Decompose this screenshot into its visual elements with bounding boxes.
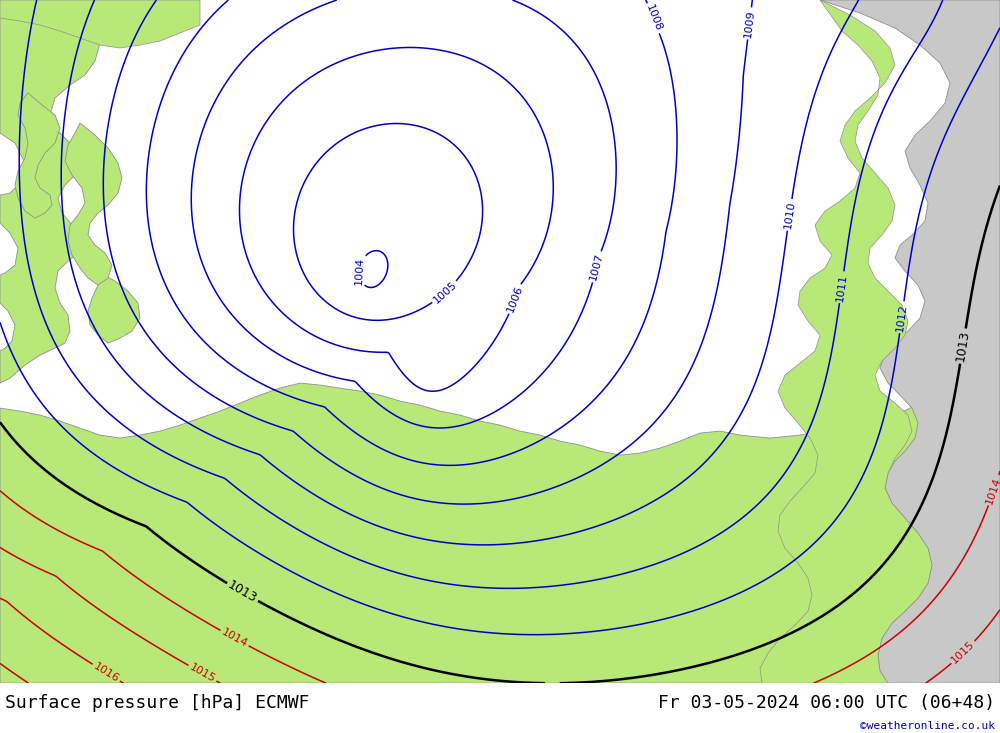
Text: 1010: 1010 — [783, 200, 797, 229]
Text: 1004: 1004 — [354, 256, 365, 284]
Text: 1015: 1015 — [188, 662, 217, 685]
Text: 1013: 1013 — [954, 329, 972, 363]
Polygon shape — [0, 363, 1000, 683]
Text: 1014: 1014 — [220, 627, 249, 649]
Polygon shape — [65, 123, 122, 285]
Text: 1009: 1009 — [743, 9, 756, 38]
Text: 1016: 1016 — [92, 661, 121, 685]
Text: 1015: 1015 — [950, 639, 977, 666]
Polygon shape — [760, 0, 932, 683]
Text: Fr 03-05-2024 06:00 UTC (06+48): Fr 03-05-2024 06:00 UTC (06+48) — [658, 694, 995, 712]
Polygon shape — [88, 273, 140, 343]
Text: 1011: 1011 — [835, 273, 849, 302]
Polygon shape — [820, 0, 1000, 683]
Text: Surface pressure [hPa] ECMWF: Surface pressure [hPa] ECMWF — [5, 694, 310, 712]
Polygon shape — [15, 93, 60, 218]
Text: 1008: 1008 — [644, 4, 663, 33]
Text: 1014: 1014 — [985, 476, 1000, 505]
Text: 1005: 1005 — [431, 279, 459, 306]
Text: ©weatheronline.co.uk: ©weatheronline.co.uk — [860, 721, 995, 731]
Text: 1013: 1013 — [226, 578, 259, 605]
Text: 1007: 1007 — [588, 252, 605, 281]
Text: 1012: 1012 — [895, 303, 909, 332]
Text: 1006: 1006 — [505, 284, 525, 314]
Polygon shape — [0, 0, 200, 48]
Polygon shape — [0, 0, 100, 383]
